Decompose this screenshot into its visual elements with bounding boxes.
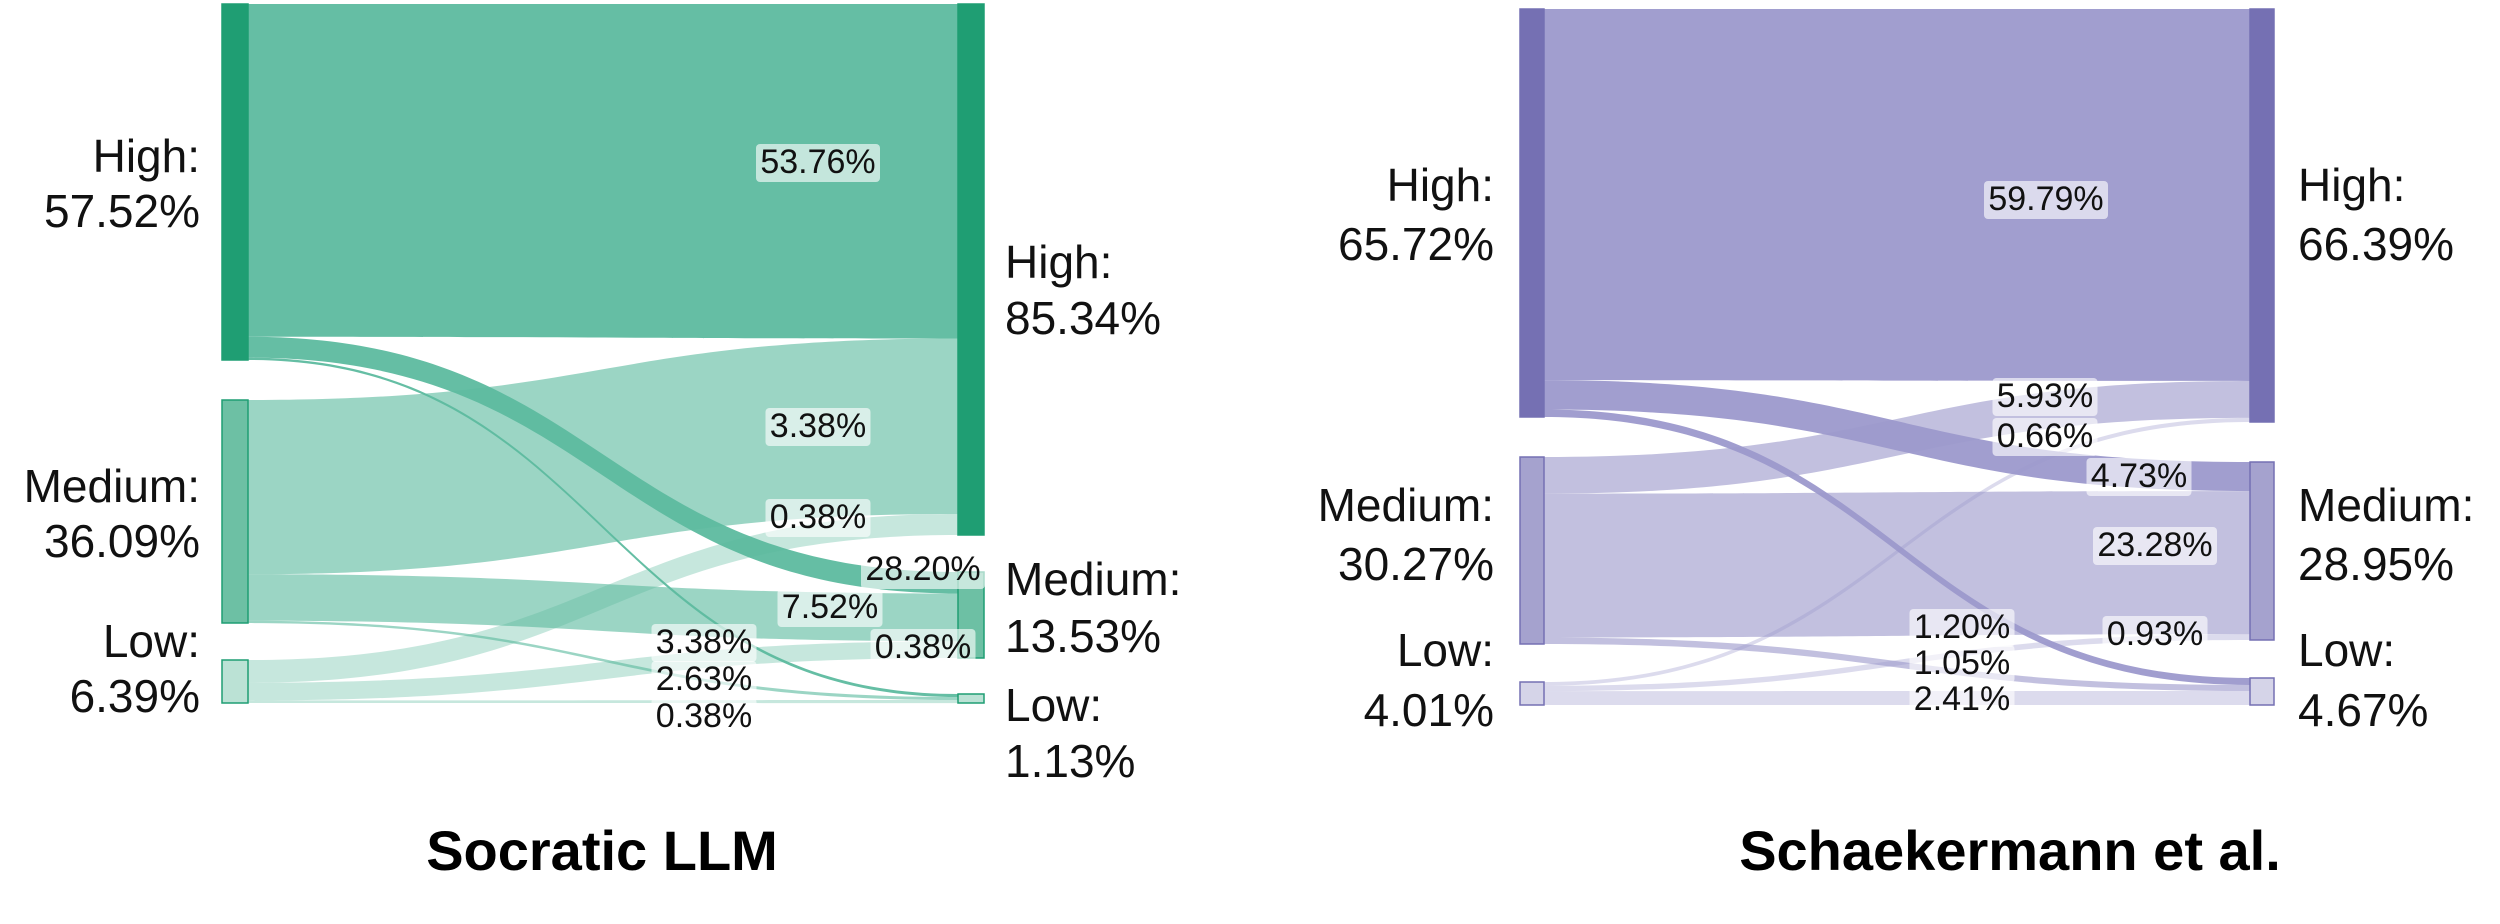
right-node-value: 85.34% bbox=[1005, 292, 1161, 344]
flow-label-box bbox=[651, 624, 757, 662]
flow-2-to-2 bbox=[248, 700, 958, 704]
flow-label-box bbox=[777, 589, 883, 627]
right-node-value: 13.53% bbox=[1005, 610, 1161, 662]
right-node-name: Medium: bbox=[2298, 479, 2474, 531]
flow-label-box bbox=[1992, 378, 2098, 416]
flow-2-to-0 bbox=[1544, 417, 2250, 686]
flow-label-box bbox=[1909, 645, 2015, 683]
chart-title: Socratic LLM bbox=[426, 819, 778, 882]
left-node-name: Low: bbox=[1397, 624, 1494, 676]
left-node-value: 30.27% bbox=[1338, 538, 1494, 590]
flow-label-box bbox=[651, 661, 757, 699]
right-node-name: Low: bbox=[2298, 624, 2395, 676]
flow-label-box bbox=[1909, 609, 2015, 647]
right-node-0 bbox=[2249, 8, 2275, 423]
left-node-0 bbox=[1519, 8, 1545, 418]
flow-value-label: 59.79% bbox=[1988, 180, 2103, 218]
left-node-2 bbox=[1519, 681, 1545, 706]
flow-label-box bbox=[2093, 527, 2217, 565]
right-node-value: 28.95% bbox=[2298, 538, 2454, 590]
left-node-1 bbox=[1519, 456, 1545, 645]
right-node-name: High: bbox=[1005, 236, 1112, 288]
flow-value-label: 28.20% bbox=[865, 550, 980, 588]
left-node-value: 36.09% bbox=[44, 515, 200, 567]
flow-2-to-2 bbox=[1544, 691, 2250, 705]
flow-label-box bbox=[1909, 681, 2015, 719]
flow-0-to-0 bbox=[1544, 9, 2250, 381]
flow-2-to-1 bbox=[248, 641, 958, 701]
flow-label-box bbox=[2102, 616, 2208, 654]
flow-value-label: 4.73% bbox=[2091, 457, 2187, 495]
flow-1-to-1 bbox=[1544, 491, 2250, 638]
right-node-2 bbox=[2249, 677, 2275, 706]
left-node-value: 57.52% bbox=[44, 185, 200, 237]
socratic-llm-panel: High:57.52%Medium:36.09%Low:6.39%High:85… bbox=[24, 3, 1181, 882]
left-node-name: Low: bbox=[103, 615, 200, 667]
left-node-name: Medium: bbox=[24, 460, 200, 512]
left-node-0 bbox=[221, 3, 249, 361]
flow-1-to-2 bbox=[1544, 637, 2250, 692]
right-node-value: 1.13% bbox=[1005, 735, 1135, 787]
right-node-1 bbox=[2249, 461, 2275, 641]
right-node-name: Medium: bbox=[1005, 553, 1181, 605]
right-node-value: 4.67% bbox=[2298, 684, 2428, 736]
flow-value-label: 5.93% bbox=[1997, 377, 2093, 415]
flow-value-label: 3.38% bbox=[656, 623, 752, 661]
flow-value-label: 7.52% bbox=[782, 588, 878, 626]
flow-label-box bbox=[861, 551, 985, 589]
flow-2-to-0 bbox=[248, 513, 958, 683]
right-node-name: High: bbox=[2298, 159, 2405, 211]
flow-value-label: 0.38% bbox=[656, 697, 752, 735]
flow-value-label: 1.20% bbox=[1914, 608, 2010, 646]
flow-label-box bbox=[651, 698, 757, 736]
left-node-name: High: bbox=[1387, 159, 1494, 211]
flow-value-label: 2.63% bbox=[656, 660, 752, 698]
left-node-2 bbox=[221, 659, 249, 704]
left-node-name: Medium: bbox=[1318, 479, 1494, 531]
flow-value-label: 0.66% bbox=[1997, 417, 2093, 455]
flow-value-label: 0.93% bbox=[2107, 615, 2203, 653]
flow-value-label: 23.28% bbox=[2097, 526, 2212, 564]
flow-2-to-1 bbox=[1544, 634, 2250, 692]
flow-0-to-0 bbox=[248, 4, 958, 339]
flow-value-label: 1.05% bbox=[1914, 644, 2010, 682]
flow-label-box bbox=[765, 499, 871, 537]
left-node-1 bbox=[221, 399, 249, 624]
left-node-value: 4.01% bbox=[1364, 684, 1494, 736]
chart-title: Schaekermann et al. bbox=[1739, 819, 2281, 882]
left-node-value: 65.72% bbox=[1338, 218, 1494, 270]
flow-label-box bbox=[1992, 418, 2098, 456]
right-node-2 bbox=[957, 693, 985, 704]
flow-label-box bbox=[765, 408, 871, 446]
flow-value-label: 0.38% bbox=[875, 628, 971, 666]
flow-label-box bbox=[1984, 181, 2108, 219]
flow-value-label: 53.76% bbox=[760, 143, 875, 181]
flow-1-to-2 bbox=[248, 620, 958, 701]
flow-label-box bbox=[756, 144, 880, 182]
right-node-0 bbox=[957, 3, 985, 536]
schaekermann-panel: High: 65.72% Medium: 30.27% Low: 4.01% High: 66… bbox=[1318, 8, 2474, 882]
left-node-name: High: bbox=[93, 130, 200, 182]
right-node-value: 66.39% bbox=[2298, 218, 2454, 270]
flow-label-box bbox=[2086, 458, 2192, 496]
flow-value-label: 2.41% bbox=[1914, 680, 2010, 718]
flow-value-label: 0.38% bbox=[770, 498, 866, 536]
flow-label-box bbox=[870, 629, 976, 667]
right-node-name: Low: bbox=[1005, 679, 1102, 731]
left-node-value: 6.39% bbox=[70, 670, 200, 722]
flow-value-label: 3.38% bbox=[770, 407, 866, 445]
